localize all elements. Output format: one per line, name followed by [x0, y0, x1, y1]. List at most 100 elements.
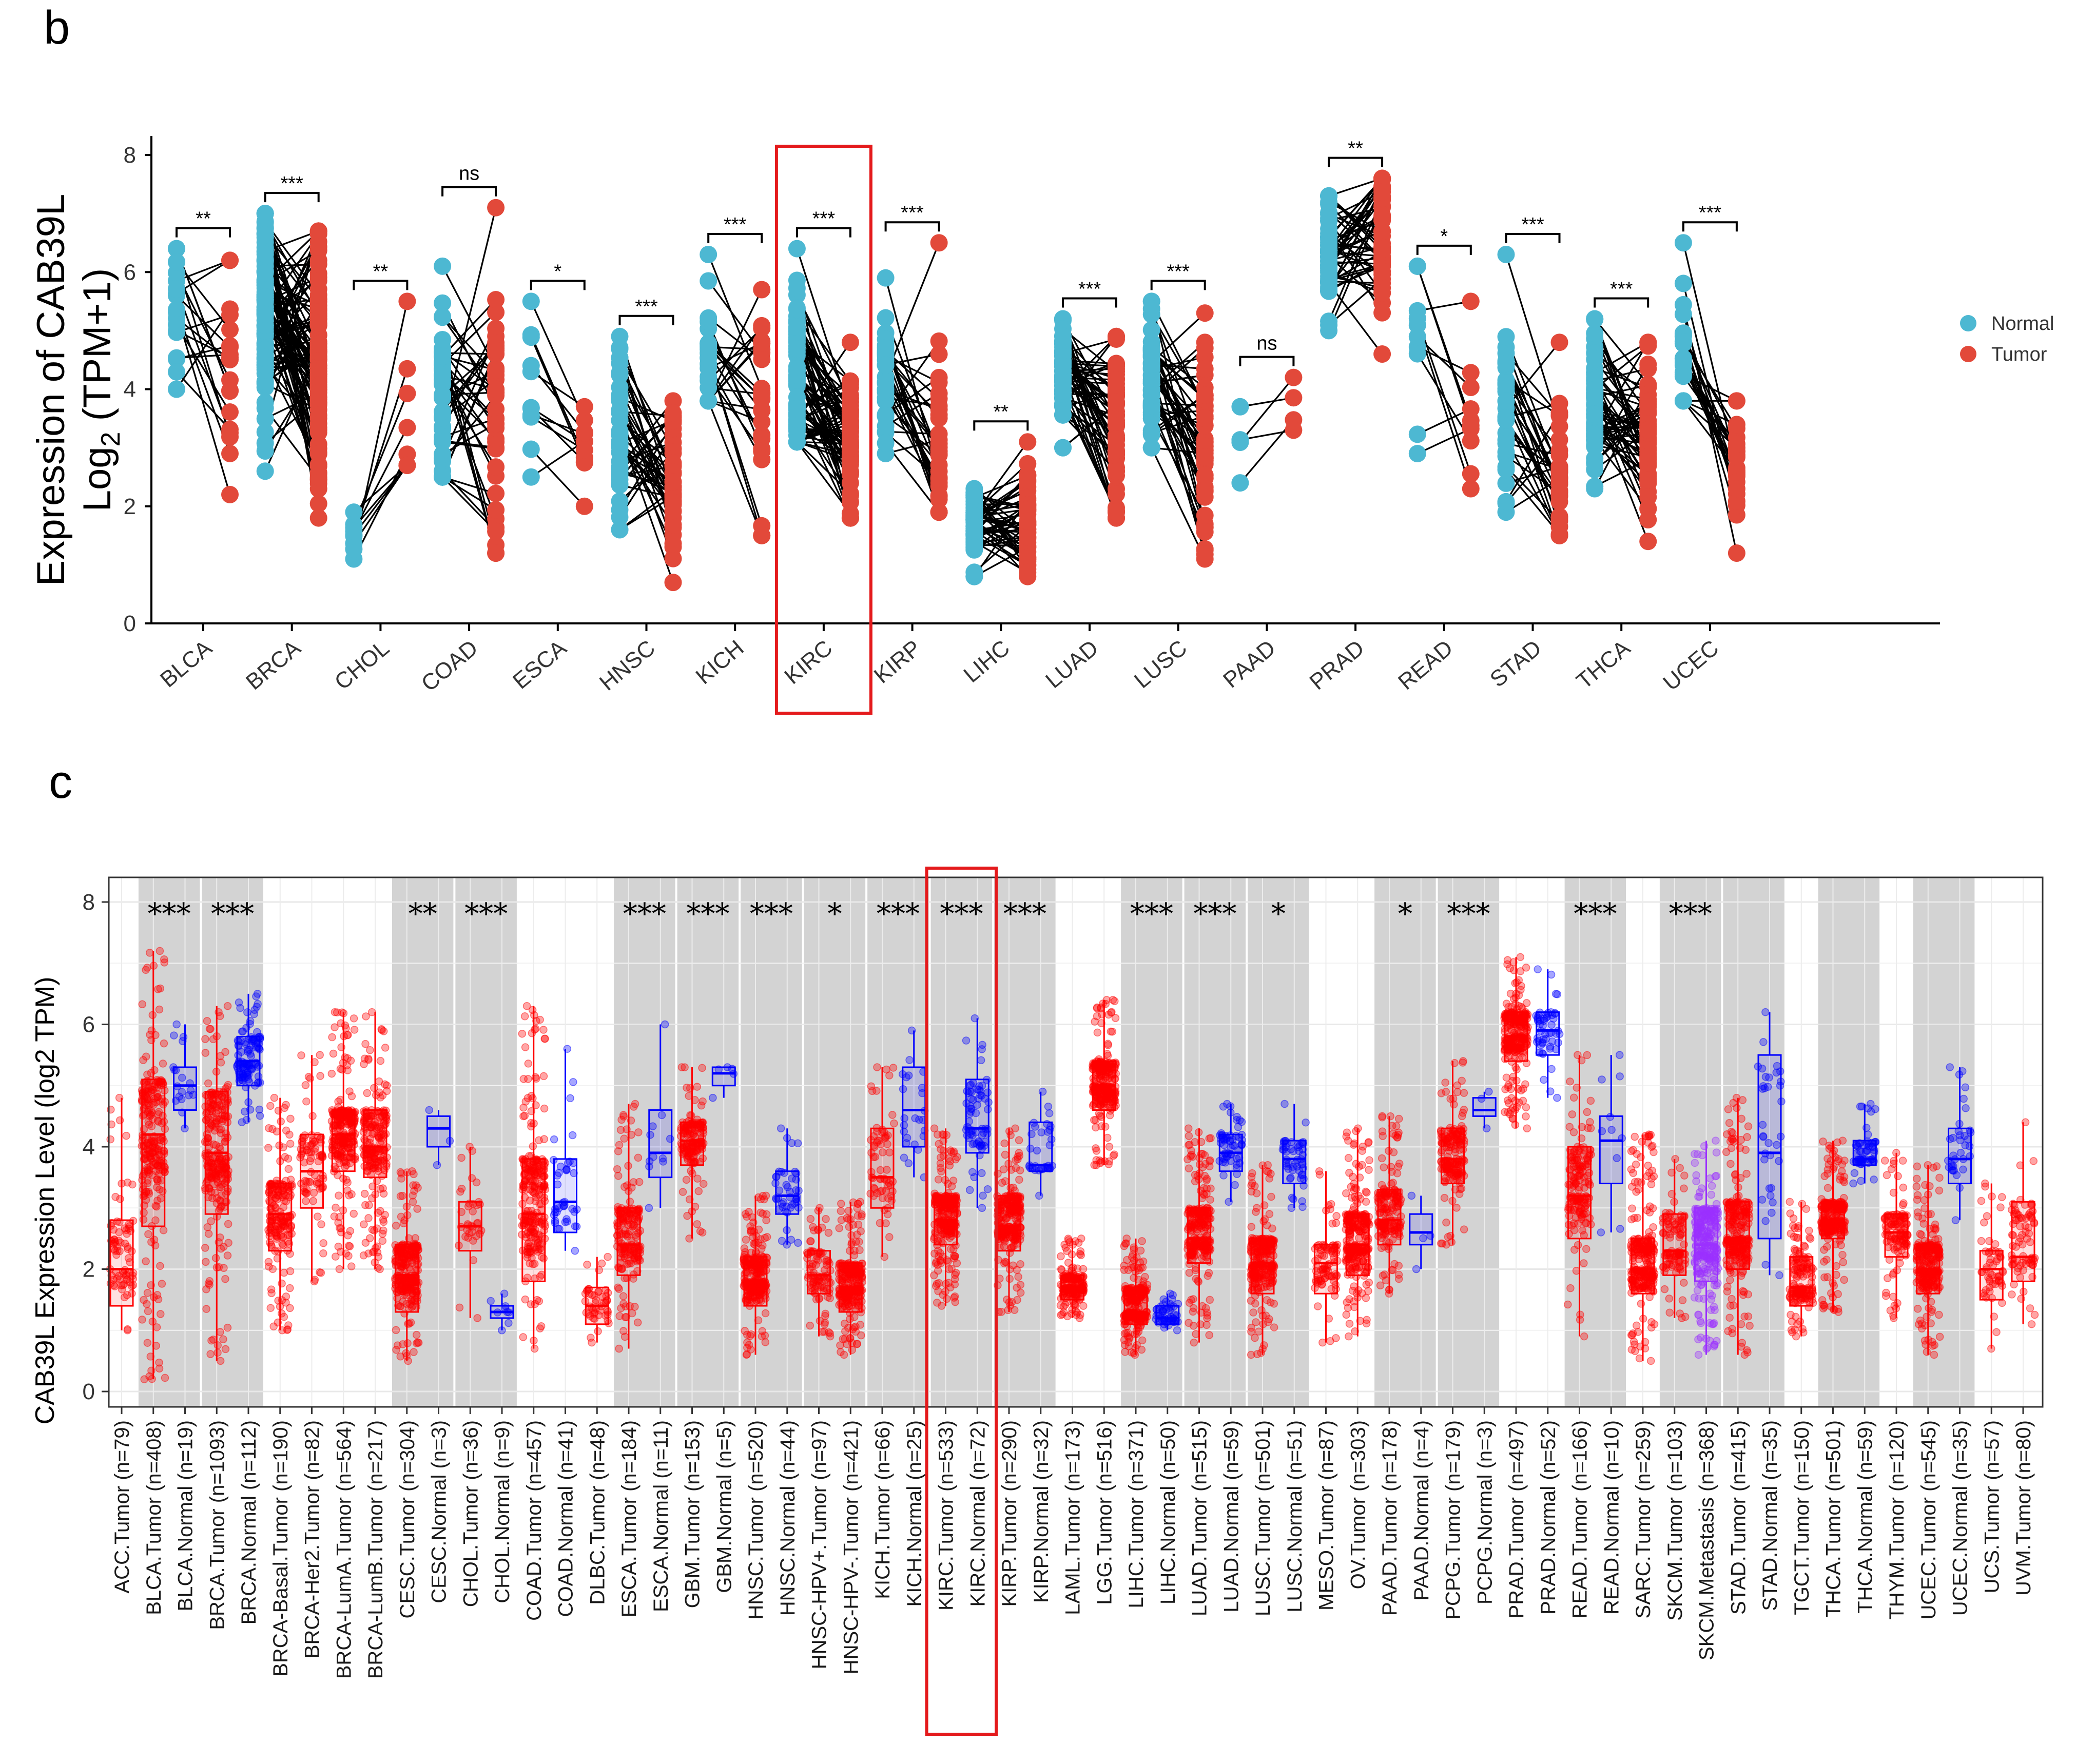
- c-point: [614, 1147, 623, 1155]
- c-point: [375, 1088, 383, 1096]
- b-tumor-point: [1639, 421, 1657, 439]
- b-tumor-point: [1728, 435, 1745, 453]
- b-tumor-point: [1639, 488, 1657, 506]
- b-normal-point: [1320, 187, 1338, 205]
- c-point: [378, 1237, 387, 1245]
- c-point: [214, 1348, 222, 1357]
- c-point: [533, 1296, 541, 1304]
- c-point: [678, 1188, 687, 1196]
- b-normal-point: [1320, 209, 1338, 227]
- c-point: [530, 1344, 539, 1353]
- b-pair-line: [441, 383, 497, 467]
- b-normal-point: [434, 387, 452, 405]
- b-sig-bracket: [1239, 356, 1295, 366]
- c-point: [699, 1097, 707, 1106]
- b-tumor-point: [487, 501, 505, 519]
- b-points-esca: [522, 292, 593, 515]
- c-point: [362, 1012, 370, 1021]
- c-point: [123, 1325, 132, 1334]
- c-point: [205, 1277, 214, 1285]
- b-sig-brca: ***: [264, 173, 320, 203]
- b-tumor-point: [575, 423, 593, 441]
- c-point: [365, 1201, 373, 1209]
- b-normal-point: [877, 356, 895, 374]
- c-point: [202, 1258, 210, 1266]
- c-point: [144, 1230, 152, 1239]
- b-normal-point: [256, 305, 274, 323]
- b-tumor-point: [398, 384, 416, 402]
- c-point: [156, 984, 165, 993]
- c-point: [630, 1103, 638, 1111]
- b-pair-line: [530, 365, 586, 433]
- b-tumor-point: [1462, 432, 1480, 450]
- b-points-stad: [1497, 246, 1568, 544]
- c-point: [628, 1309, 636, 1318]
- b-tumor-point: [841, 438, 859, 456]
- c-point: [457, 1153, 465, 1162]
- b-tumor-point: [1285, 368, 1303, 386]
- b-pair-line: [442, 375, 496, 390]
- c-point: [709, 1093, 717, 1102]
- b-pair-line: [176, 312, 231, 495]
- b-tumor-point: [487, 291, 505, 309]
- b-normal-point: [965, 563, 983, 581]
- c-point: [314, 1212, 322, 1221]
- b-tumor-point: [1550, 334, 1568, 351]
- b-tumor-point: [753, 413, 771, 431]
- b-tumor-point: [1462, 480, 1480, 498]
- b-pair-line: [265, 332, 319, 353]
- b-normal-point: [1674, 333, 1692, 351]
- b-normal-point: [788, 240, 806, 258]
- c-point: [694, 1187, 703, 1195]
- c-point: [170, 1031, 178, 1040]
- c-point: [587, 1334, 595, 1342]
- b-sig-label: ***: [1078, 279, 1101, 300]
- b-tumor-point: [1108, 330, 1125, 348]
- b-pair-line: [264, 279, 319, 351]
- b-normal-point: [611, 501, 629, 519]
- b-pair-line: [442, 476, 496, 511]
- b-pair-line: [441, 317, 497, 394]
- b-tumor-point: [1196, 360, 1214, 378]
- c-point: [619, 1292, 628, 1301]
- b-normal-point: [965, 522, 983, 540]
- b-tumor-point: [1196, 409, 1214, 427]
- b-normal-point: [434, 468, 452, 486]
- c-point: [284, 1165, 293, 1173]
- c-point: [345, 1087, 354, 1095]
- b-tumor-point: [753, 350, 771, 368]
- c-point: [317, 1220, 325, 1228]
- b-tumor-point: [1373, 284, 1391, 302]
- c-point: [433, 1161, 441, 1169]
- c-point: [148, 1375, 156, 1383]
- b-normal-point: [168, 380, 185, 398]
- c-point: [681, 1063, 689, 1071]
- c-point: [399, 1340, 407, 1348]
- b-normal-point: [1408, 257, 1426, 275]
- b-tumor-point: [1285, 421, 1303, 439]
- b-tumor-point: [1373, 263, 1391, 281]
- b-tumor-point: [221, 251, 239, 269]
- c-point: [328, 1033, 336, 1042]
- b-tumor-point: [1639, 448, 1657, 466]
- c-point: [275, 1141, 283, 1150]
- b-sig-label: **: [196, 208, 211, 230]
- b-normal-point: [522, 292, 540, 310]
- b-tumor-point: [575, 441, 593, 459]
- b-tumor-point: [1462, 378, 1480, 396]
- b-normal-point: [1497, 493, 1515, 511]
- c-point: [211, 1254, 220, 1262]
- b-tumor-point: [1550, 507, 1568, 525]
- b-tumor-point: [487, 400, 505, 418]
- b-normal-point: [168, 316, 185, 334]
- b-sig-label: **: [373, 261, 389, 282]
- c-point: [270, 1093, 279, 1102]
- c-point: [519, 1333, 528, 1341]
- b-normal-point: [522, 468, 540, 486]
- c-point: [687, 1167, 695, 1175]
- c-point: [472, 1178, 481, 1187]
- b-pair-line: [176, 309, 231, 454]
- b-normal-point: [1054, 439, 1072, 457]
- c-point: [161, 1374, 169, 1382]
